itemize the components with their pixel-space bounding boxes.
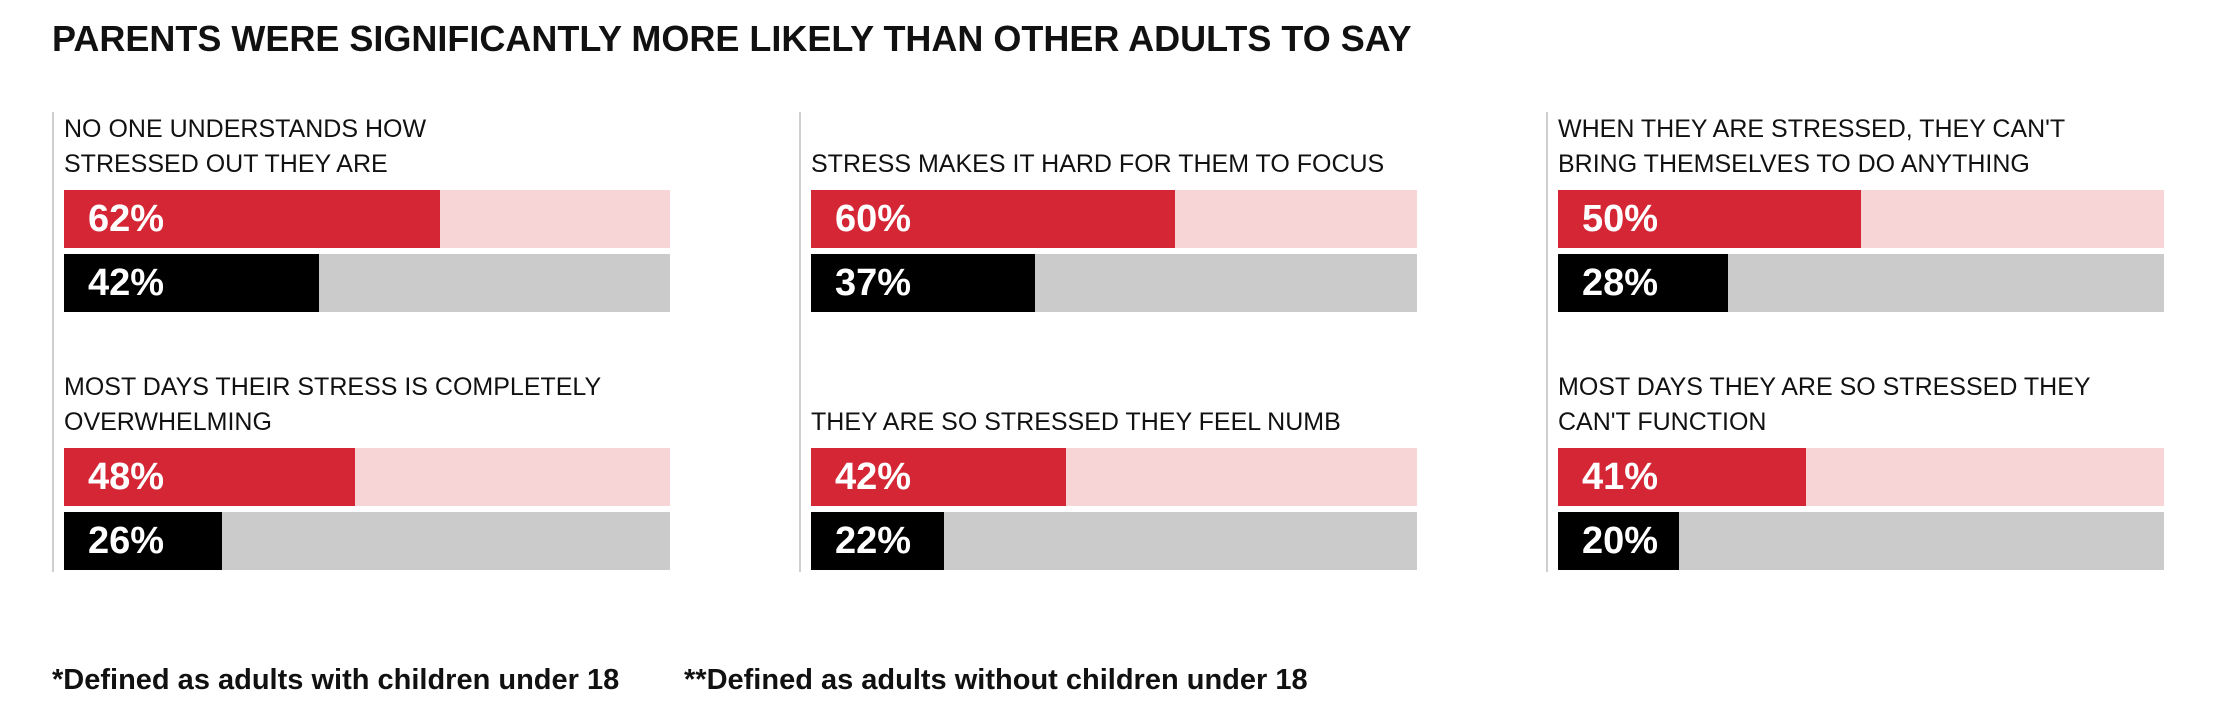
parents-bar-fill [64,448,355,506]
parents-bar-fill [811,190,1175,248]
parents-bar: 62% [64,190,670,248]
footnote-parents: *Defined as adults with children under 1… [52,664,620,696]
parents-bar-value-label: 48% [88,456,165,498]
others-bar: 28% [1558,254,2164,312]
parents-bar: 41% [1558,448,2164,506]
others-bar-value-label: 42% [88,262,165,304]
category-label: MOST DAYS THEIR STRESS IS COMPLETELY OVE… [64,373,602,436]
parents-bar: 42% [811,448,1417,506]
others-bar-value-label: 28% [1582,262,1659,304]
chart-panel: WHEN THEY ARE STRESSED, THEY CAN'T BRING… [1546,112,2218,572]
chart-item: STRESS MAKES IT HARD FOR THEM TO FOCUS 60… [811,112,1419,312]
others-bar: 26% [64,512,670,570]
chart-item: MOST DAYS THEY ARE SO STRESSED THEY CAN'… [1558,370,2166,570]
others-bar-value-label: 37% [835,262,912,304]
parents-bar-fill [64,190,440,248]
parents-bar-fill [811,448,1066,506]
others-bar-fill [811,254,1036,312]
others-bar: 42% [64,254,670,312]
chart-panel: STRESS MAKES IT HARD FOR THEM TO FOCUS 60… [799,112,1489,572]
parents-bar-fill [1558,448,1807,506]
chart-panel: NO ONE UNDERSTANDS HOW STRESSED OUT THEY… [52,112,742,572]
chart-item: WHEN THEY ARE STRESSED, THEY CAN'T BRING… [1558,112,2166,312]
others-bar-value-label: 22% [835,520,912,562]
parents-bar-value-label: 42% [835,456,912,498]
panel-divider [799,112,801,572]
others-bar-fill [1558,512,1680,570]
others-bar: 22% [811,512,1417,570]
category-label: WHEN THEY ARE STRESSED, THEY CAN'T BRING… [1558,115,2066,178]
parents-bar: 60% [811,190,1417,248]
category-label: NO ONE UNDERSTANDS HOW STRESSED OUT THEY… [64,115,427,178]
category-label: MOST DAYS THEY ARE SO STRESSED THEY CAN'… [1558,373,2091,436]
chart-title: PARENTS WERE SIGNIFICANTLY MORE LIKELY T… [52,18,1412,59]
others-bar-fill [1558,254,1728,312]
others-bar-value-label: 20% [1582,520,1659,562]
parents-bar-value-label: 62% [88,198,165,240]
parents-bar-value-label: 50% [1582,198,1659,240]
chart-item: MOST DAYS THEIR STRESS IS COMPLETELY OVE… [64,370,672,570]
parents-bar-value-label: 60% [835,198,912,240]
chart-item: NO ONE UNDERSTANDS HOW STRESSED OUT THEY… [64,112,672,312]
others-bar-fill [64,512,222,570]
others-bar: 20% [1558,512,2164,570]
others-bar-value-label: 26% [88,520,165,562]
panel-divider [52,112,54,572]
panel-divider [1546,112,1548,572]
others-bar-fill [811,512,945,570]
parents-bar-fill [1558,190,1861,248]
chart-item: THEY ARE SO STRESSED THEY FEEL NUMB 42% 22… [811,370,1419,570]
footnote-others: **Defined as adults without children und… [684,664,1308,696]
category-label: THEY ARE SO STRESSED THEY FEEL NUMB [811,408,1341,436]
others-bar-fill [64,254,319,312]
category-label: STRESS MAKES IT HARD FOR THEM TO FOCUS [811,150,1385,178]
parents-bar: 50% [1558,190,2164,248]
parents-bar: 48% [64,448,670,506]
others-bar: 37% [811,254,1417,312]
parents-bar-value-label: 41% [1582,456,1659,498]
